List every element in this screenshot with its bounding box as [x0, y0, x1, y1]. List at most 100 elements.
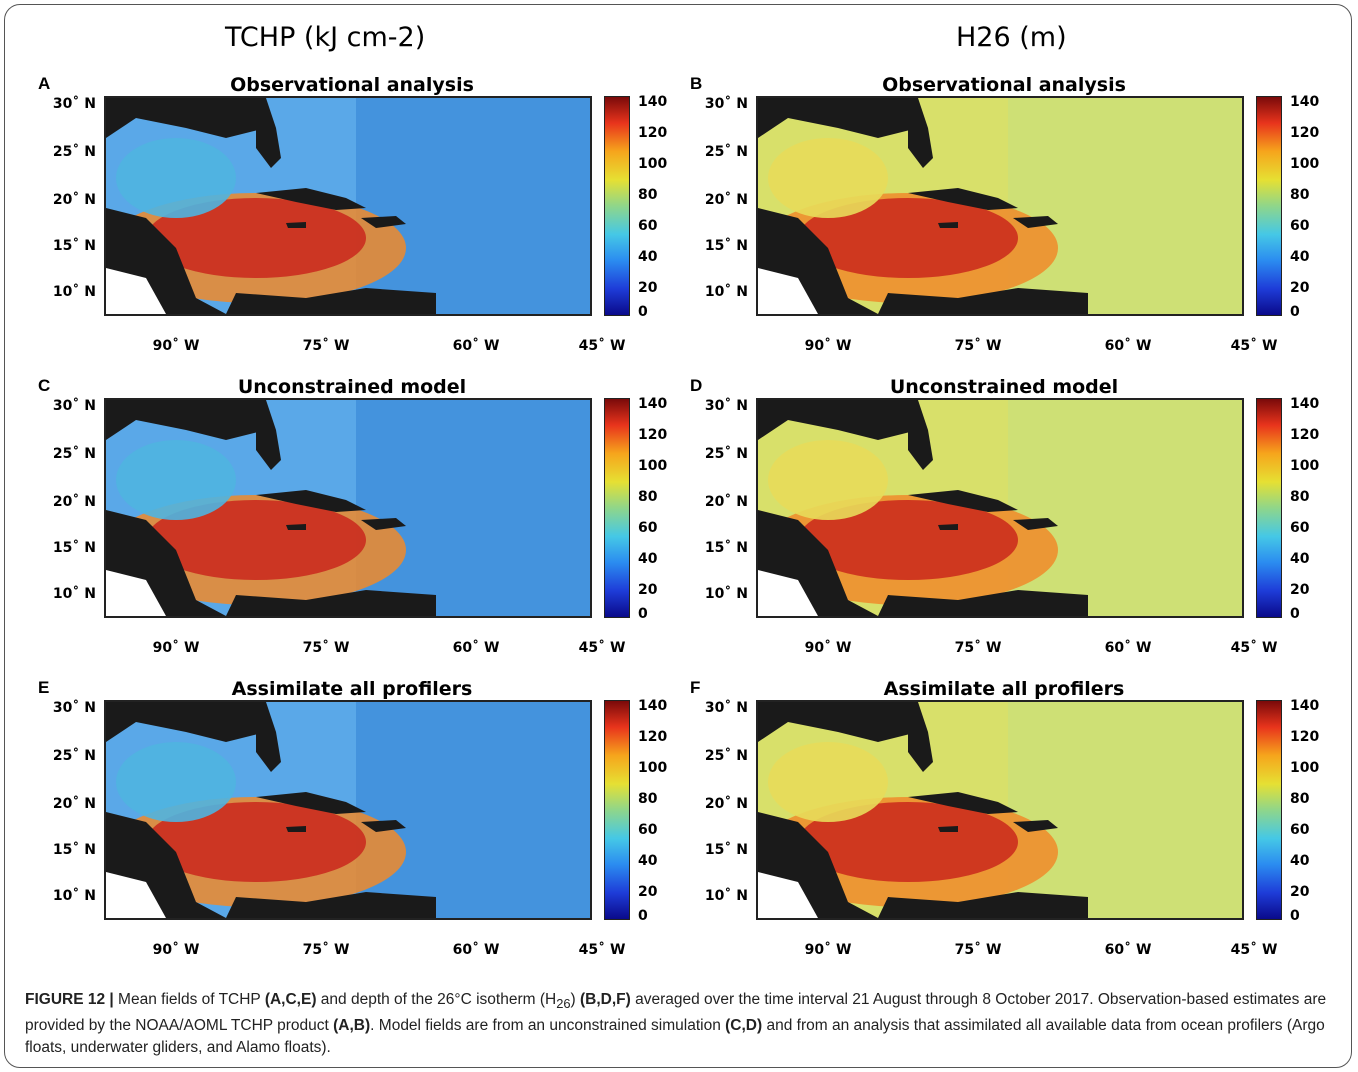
panel-label: B — [690, 74, 702, 94]
panel-label: F — [690, 678, 700, 698]
panel-e: E Assimilate all profilers 30˚ N 25˚ N 20˚ … — [38, 678, 678, 978]
caption-ref-bdf: (B,D,F) — [580, 991, 631, 1008]
panel-label: C — [38, 376, 50, 396]
lon-tick-label: 45˚ W — [572, 640, 632, 656]
lon-tick-label: 90˚ W — [798, 338, 858, 354]
lon-tick-label: 90˚ W — [146, 338, 206, 354]
caption-text-3: ) — [571, 991, 580, 1008]
colorbar-tick-label: 40 — [1290, 853, 1330, 869]
lon-tick-label: 90˚ W — [146, 640, 206, 656]
colorbar-tick-label: 60 — [1290, 218, 1330, 234]
lat-tick-label: 10˚ N — [38, 284, 96, 300]
right-column-title: H26 (m) — [956, 22, 1067, 53]
lat-tick-label: 15˚ N — [690, 238, 748, 254]
lat-tick-label: 10˚ N — [38, 888, 96, 904]
map-image — [104, 96, 592, 316]
colorbar-tick-label: 140 — [1290, 94, 1330, 110]
colorbar-tick-label: 80 — [1290, 791, 1330, 807]
colorbar-tick-label: 140 — [1290, 698, 1330, 714]
lon-tick-label: 75˚ W — [948, 338, 1008, 354]
colorbar-tick-label: 80 — [638, 791, 678, 807]
panel-b: B Observational analysis 30˚ N 25˚ N 20˚ N 1… — [690, 74, 1330, 374]
colorbar-tick-label: 60 — [638, 822, 678, 838]
colorbar-tick-label: 0 — [638, 606, 678, 622]
colorbar — [1256, 96, 1282, 316]
lon-tick-label: 60˚ W — [1098, 942, 1158, 958]
lon-tick-label: 60˚ W — [446, 338, 506, 354]
colorbar-tick-label: 20 — [1290, 582, 1330, 598]
lat-tick-label: 30˚ N — [690, 398, 748, 414]
lon-tick-label: 45˚ W — [572, 338, 632, 354]
colorbar-tick-label: 0 — [1290, 908, 1330, 924]
lat-tick-label: 25˚ N — [690, 144, 748, 160]
colorbar-tick-label: 40 — [638, 853, 678, 869]
lat-tick-label: 15˚ N — [38, 842, 96, 858]
lon-tick-label: 45˚ W — [1224, 338, 1284, 354]
lon-tick-label: 90˚ W — [146, 942, 206, 958]
caption-text-2: and depth of the 26°C isotherm (H — [316, 991, 556, 1008]
colorbar-tick-label: 120 — [638, 729, 678, 745]
panel-label: E — [38, 678, 49, 698]
lat-tick-label: 20˚ N — [690, 796, 748, 812]
lat-tick-label: 30˚ N — [38, 398, 96, 414]
lon-tick-label: 75˚ W — [948, 640, 1008, 656]
lat-tick-label: 15˚ N — [690, 540, 748, 556]
lon-tick-label: 90˚ W — [798, 640, 858, 656]
colorbar-tick-label: 100 — [638, 760, 678, 776]
caption-subscript: 26 — [556, 996, 570, 1011]
colorbar-tick-label: 80 — [638, 489, 678, 505]
colorbar-tick-label: 40 — [1290, 551, 1330, 567]
colorbar — [604, 398, 630, 618]
panel-title: Assimilate all profilers — [760, 678, 1248, 700]
lat-tick-label: 20˚ N — [38, 494, 96, 510]
panel-f: F Assimilate all profilers 30˚ N 25˚ N 20˚ … — [690, 678, 1330, 978]
caption-figure-label: FIGURE 12 | — [25, 991, 114, 1008]
colorbar — [604, 96, 630, 316]
colorbar-tick-label: 100 — [1290, 156, 1330, 172]
map-image — [756, 96, 1244, 316]
colorbar-tick-label: 120 — [1290, 427, 1330, 443]
panel-label: D — [690, 376, 702, 396]
colorbar-tick-label: 60 — [1290, 520, 1330, 536]
colorbar-tick-label: 100 — [638, 156, 678, 172]
panel-label: A — [38, 74, 50, 94]
colorbar-tick-label: 20 — [638, 582, 678, 598]
lon-tick-label: 60˚ W — [446, 640, 506, 656]
caption-text-5: . Model fields are from an unconstrained… — [370, 1017, 725, 1034]
colorbar-tick-label: 100 — [1290, 760, 1330, 776]
left-column-title: TCHP (kJ cm-2) — [225, 22, 425, 53]
colorbar-tick-label: 0 — [638, 304, 678, 320]
lat-tick-label: 10˚ N — [690, 888, 748, 904]
colorbar-tick-label: 40 — [638, 249, 678, 265]
colorbar-tick-label: 80 — [1290, 187, 1330, 203]
lat-tick-label: 20˚ N — [690, 192, 748, 208]
lat-tick-label: 20˚ N — [38, 796, 96, 812]
panel-title: Unconstrained model — [760, 376, 1248, 398]
colorbar — [1256, 700, 1282, 920]
lon-tick-label: 45˚ W — [1224, 640, 1284, 656]
lat-tick-label: 10˚ N — [690, 586, 748, 602]
lat-tick-label: 25˚ N — [38, 144, 96, 160]
colorbar-tick-label: 80 — [1290, 489, 1330, 505]
colorbar-tick-label: 20 — [1290, 280, 1330, 296]
colorbar-tick-label: 100 — [638, 458, 678, 474]
lat-tick-label: 30˚ N — [690, 700, 748, 716]
lon-tick-label: 75˚ W — [296, 640, 356, 656]
lat-tick-label: 15˚ N — [38, 238, 96, 254]
panel-title: Unconstrained model — [108, 376, 596, 398]
colorbar-tick-label: 20 — [1290, 884, 1330, 900]
colorbar — [604, 700, 630, 920]
lon-tick-label: 75˚ W — [948, 942, 1008, 958]
figure-caption: FIGURE 12 | Mean fields of TCHP (A,C,E) … — [25, 989, 1335, 1059]
lat-tick-label: 30˚ N — [690, 96, 748, 112]
colorbar-tick-label: 60 — [638, 520, 678, 536]
lon-tick-label: 45˚ W — [572, 942, 632, 958]
lat-tick-label: 30˚ N — [38, 96, 96, 112]
caption-ref-cd: (C,D) — [725, 1017, 762, 1034]
map-image — [756, 398, 1244, 618]
panel-c: C Unconstrained model 30˚ N 25˚ N 20˚ N 15˚ … — [38, 376, 678, 676]
colorbar-tick-label: 0 — [638, 908, 678, 924]
caption-text-1: Mean fields of TCHP — [114, 991, 265, 1008]
lat-tick-label: 25˚ N — [690, 748, 748, 764]
map-image — [756, 700, 1244, 920]
